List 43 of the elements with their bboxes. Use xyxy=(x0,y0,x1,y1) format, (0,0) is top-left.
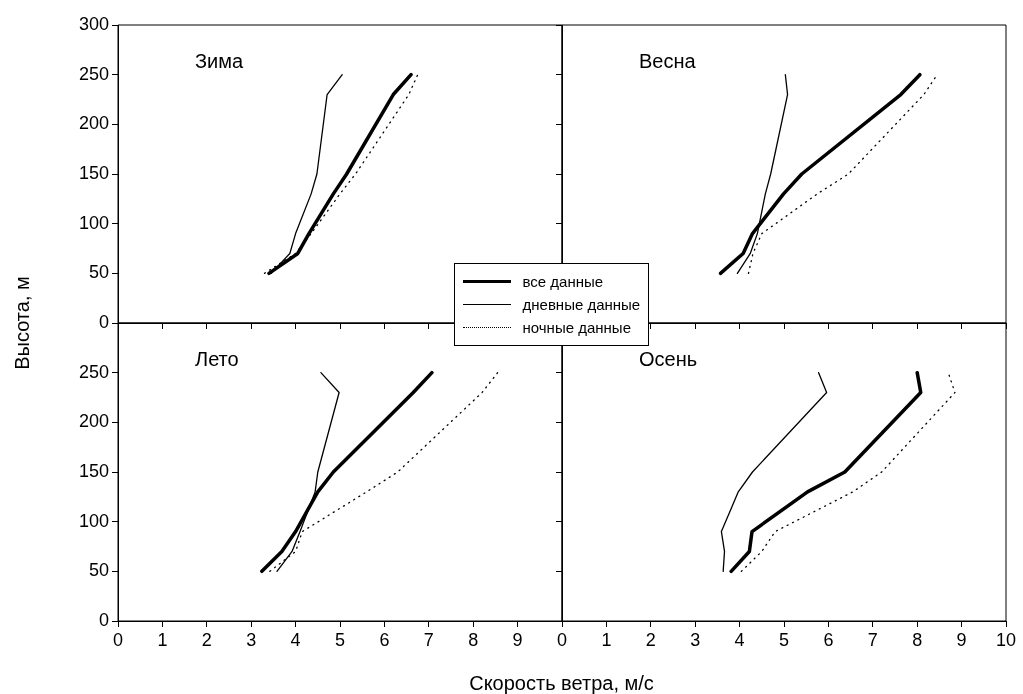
x-tick-label: 9 xyxy=(956,629,967,650)
text: Зима xyxy=(195,50,244,72)
x-tick-label: 6 xyxy=(379,629,390,650)
y-tick-label: 150 xyxy=(78,460,109,481)
text: Весна xyxy=(638,50,697,72)
x-tick-label: 1 xyxy=(157,629,168,650)
x-tick-label: 9 xyxy=(512,629,523,650)
legend-label: дневные данные xyxy=(522,295,641,313)
x-tick-label: 1 xyxy=(600,629,611,650)
legend-label: ночные данные xyxy=(522,318,631,336)
x-tick-label: 3 xyxy=(689,629,700,650)
x-tick-label: 3 xyxy=(246,629,257,650)
text: Лето xyxy=(195,347,239,370)
x-tick-label: 8 xyxy=(468,629,479,650)
y-axis-title: Высота, м xyxy=(10,275,34,370)
x-tick-label: 4 xyxy=(290,629,301,650)
x-tick-label: 7 xyxy=(423,629,434,650)
x-tick-label: 5 xyxy=(778,629,789,650)
y-tick-label: 250 xyxy=(78,63,109,84)
x-tick-label: 8 xyxy=(911,629,922,650)
x-tick-label: 10 xyxy=(995,629,1016,650)
y-tick-label: 50 xyxy=(88,262,109,283)
legend-label: все данные xyxy=(522,272,604,290)
y-tick-label: 0 xyxy=(98,609,109,630)
x-tick-label: 7 xyxy=(867,629,878,650)
y-tick-label: 200 xyxy=(78,410,109,431)
x-tick-label: 2 xyxy=(645,629,656,650)
y-tick-label: 100 xyxy=(78,510,109,531)
x-tick-label: 5 xyxy=(334,629,346,650)
x-tick-label: 6 xyxy=(822,629,833,650)
x-tick-label: 0 xyxy=(556,629,567,650)
y-tick-label: 150 xyxy=(78,162,109,183)
y-tick-label: 250 xyxy=(78,361,109,382)
text: Осень xyxy=(638,347,697,370)
y-tick-label: 300 xyxy=(78,13,109,34)
x-axis-title: Скорость ветра, м/с xyxy=(469,671,654,694)
y-tick-label: 200 xyxy=(78,113,109,134)
y-tick-label: 50 xyxy=(88,559,109,580)
x-tick-label: 2 xyxy=(201,629,212,650)
y-tick-label: 0 xyxy=(98,311,109,332)
x-tick-label: 0 xyxy=(112,629,124,650)
y-tick-label: 100 xyxy=(78,212,109,233)
x-tick-label: 4 xyxy=(734,629,745,650)
